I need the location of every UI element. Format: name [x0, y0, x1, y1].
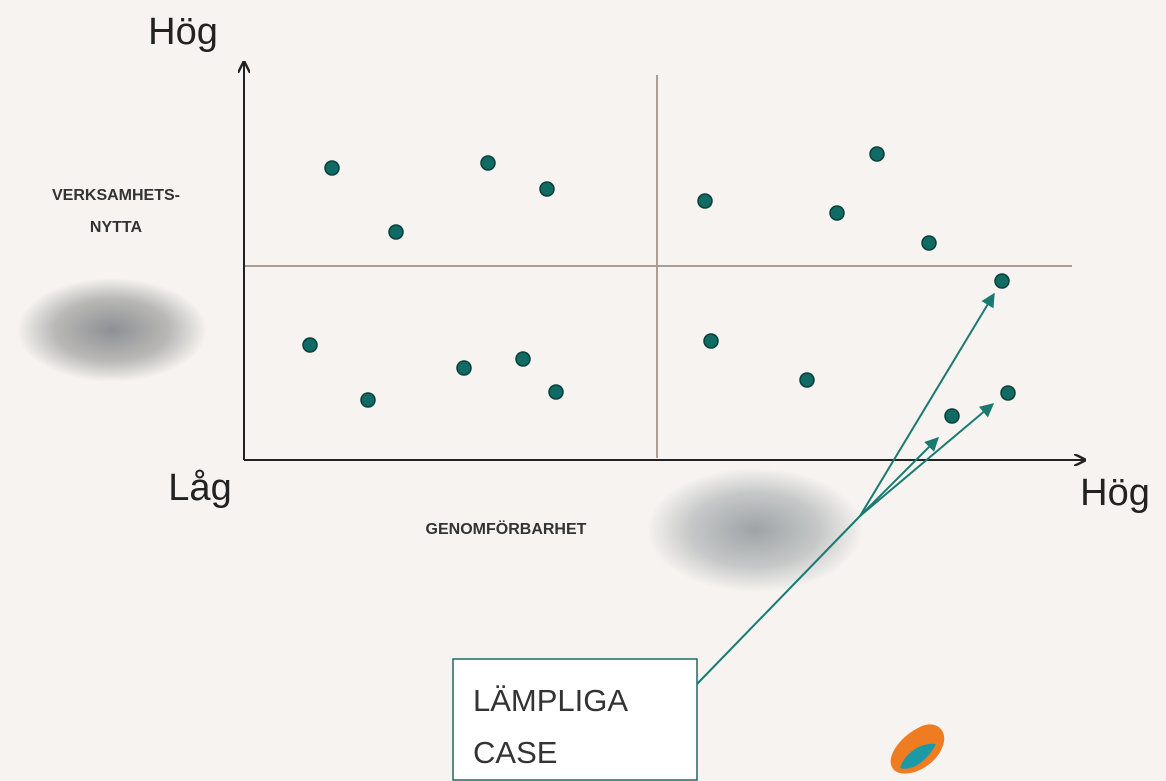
dot	[922, 236, 936, 250]
dot	[361, 393, 375, 407]
dot	[800, 373, 814, 387]
dot	[325, 161, 339, 175]
callout-text: LÄMPLIGA	[473, 683, 628, 718]
y-high-label: Hög	[148, 11, 218, 53]
callout-text: CASE	[473, 735, 557, 770]
photo-keyboard	[17, 278, 207, 382]
dot	[830, 206, 844, 220]
logo	[891, 724, 945, 773]
x-high-label: Hög	[1080, 472, 1150, 514]
dot	[704, 334, 718, 348]
x-axis-title: GENOMFÖRBARHET	[426, 519, 587, 538]
page: {"axes": {"y_high": "Hög", "origin": "Lå…	[0, 0, 1166, 781]
dot	[945, 409, 959, 423]
dot	[457, 361, 471, 375]
dot	[303, 338, 317, 352]
dot	[698, 194, 712, 208]
dot	[540, 182, 554, 196]
dots	[303, 147, 1015, 423]
dot	[549, 385, 563, 399]
dot	[389, 225, 403, 239]
origin-label: Låg	[168, 467, 231, 509]
dot	[516, 352, 530, 366]
arrow	[860, 294, 994, 516]
photo-escalator	[647, 468, 863, 592]
dot	[995, 274, 1009, 288]
y-axis-title: NYTTA	[90, 219, 143, 236]
dot	[870, 147, 884, 161]
slide: Hög Låg Hög VERKSAMHETS- NYTTA GENOMFÖRB…	[0, 0, 1166, 781]
y-axis-title: VERKSAMHETS-	[52, 187, 180, 204]
dot	[1001, 386, 1015, 400]
dot	[481, 156, 495, 170]
